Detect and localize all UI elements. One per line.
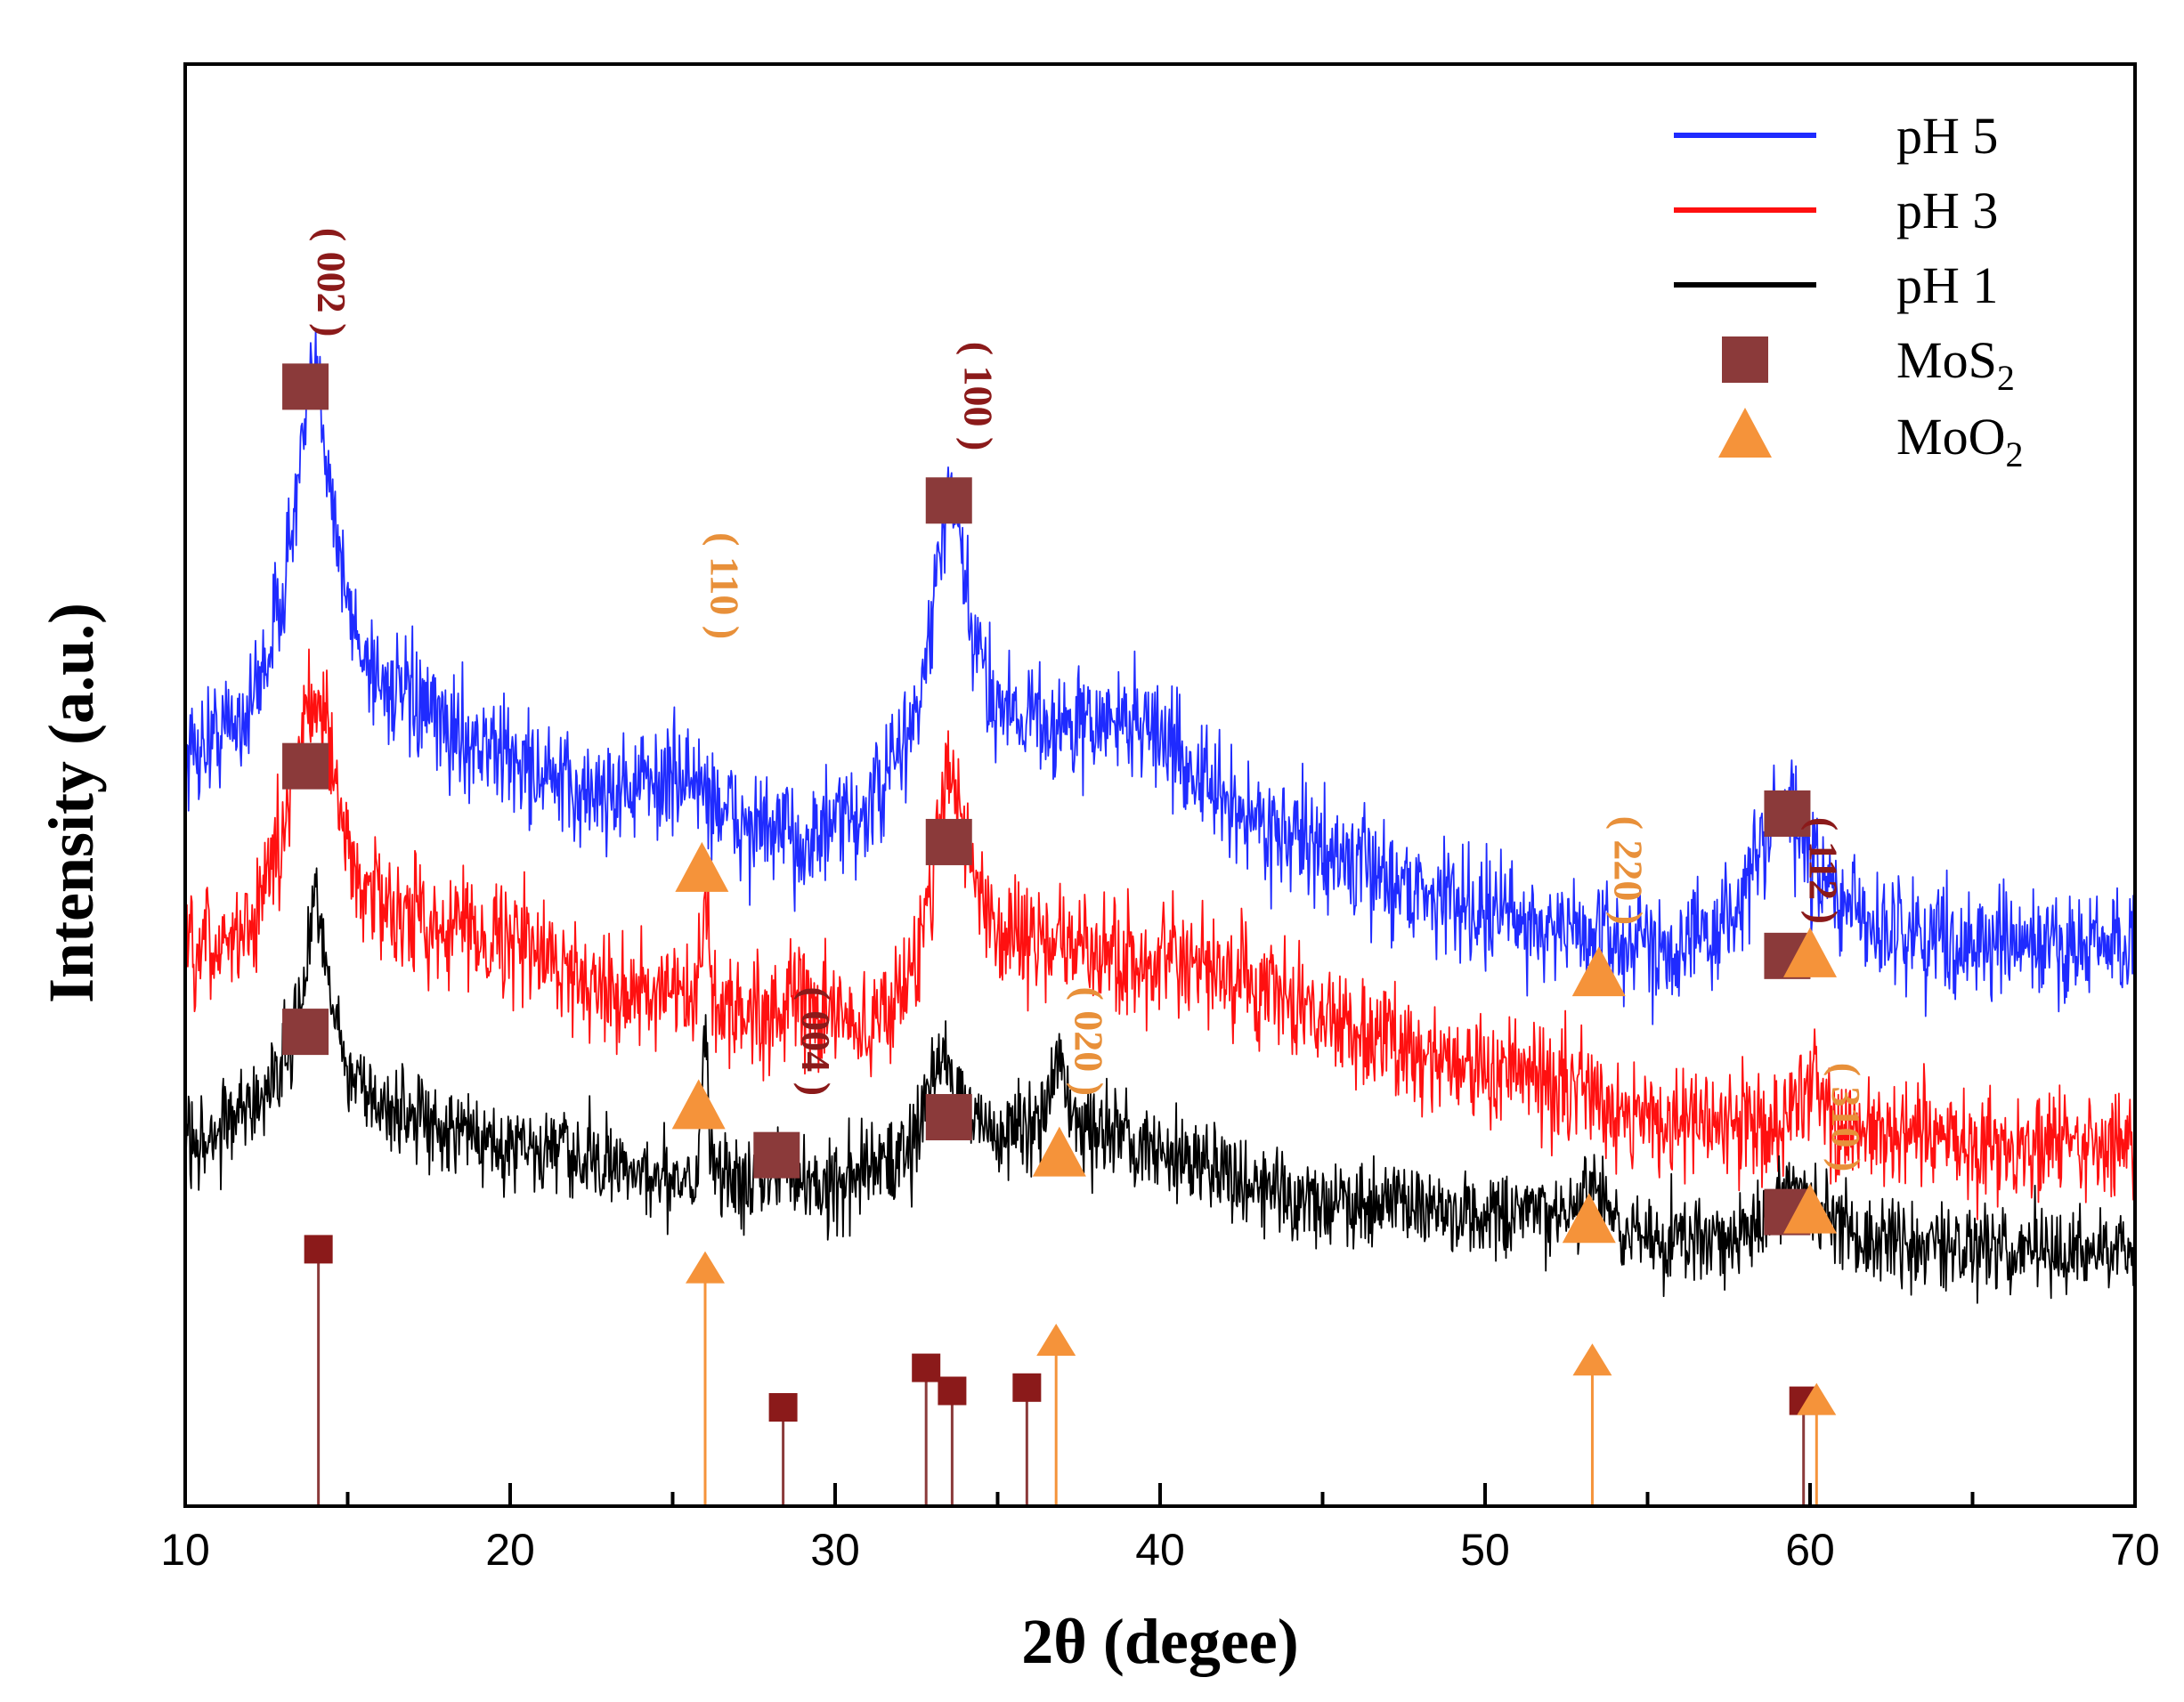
legend-label: MoO2: [1896, 408, 2023, 474]
MoO2-peak-marker: [1032, 1126, 1086, 1177]
MoO2-peak-marker: [675, 841, 729, 892]
MoS2-peak-marker: [282, 742, 329, 790]
x-tick-label: 30: [810, 1525, 860, 1575]
series-ph3: [184, 648, 2136, 1220]
hkl-label: ( 020 ): [1067, 986, 1112, 1096]
legend-triangle-swatch: [1718, 408, 1772, 458]
MoO2-peak-marker: [1571, 946, 1626, 997]
MoS2-peak-marker: [753, 1131, 800, 1179]
MoO2-reference-marker: [1036, 1324, 1076, 1356]
MoO2-peak-marker: [1783, 1183, 1837, 1234]
hkl-annotations: ( 002 ) ( 100 ) ( 004 ) ( 112 ) ( 110 ) ( 020…: [309, 228, 1869, 1172]
MoO2-reference-marker: [1572, 1343, 1612, 1376]
x-tick-label: 50: [1460, 1525, 1510, 1575]
reference-pattern: [304, 1235, 1837, 1506]
peak-markers: [282, 363, 1837, 1244]
x-axis: 10 20 30 40 50 60 70: [160, 1483, 2160, 1575]
MoS2-peak-marker: [925, 477, 972, 524]
MoO2-reference-marker: [1797, 1382, 1837, 1415]
x-axis-title: 2θ (degee): [1021, 1606, 1298, 1677]
plot-frame: [183, 62, 2137, 1508]
series-ph5: [184, 328, 2136, 1025]
x-tick-label: 20: [485, 1525, 535, 1575]
MoS2-peak-marker: [282, 363, 329, 410]
hkl-label: ( 220 ): [1605, 816, 1651, 926]
MoO2-peak-marker: [1783, 927, 1837, 977]
legend-label: pH 1: [1896, 256, 1998, 314]
y-axis-title: Intensity (a.u.): [36, 603, 107, 1003]
x-tick-label: 60: [1785, 1525, 1835, 1575]
hkl-label: ( 310 ): [1823, 1063, 1869, 1172]
MoS2-reference-marker: [938, 1376, 967, 1406]
x-tick-label: 10: [160, 1525, 210, 1575]
legend-label: pH 5: [1896, 107, 1998, 165]
MoO2-peak-marker: [671, 1079, 726, 1130]
hkl-label: ( 002 ): [309, 228, 354, 337]
MoS2-reference-marker: [912, 1353, 941, 1382]
MoS2-peak-marker: [282, 1009, 329, 1056]
MoS2-reference-marker: [304, 1235, 333, 1264]
MoO2-peak-marker: [1562, 1193, 1616, 1244]
MoS2-reference-marker: [768, 1393, 798, 1422]
legend-label: MoS2: [1896, 331, 2015, 398]
MoO2-reference-marker: [686, 1251, 725, 1284]
legend: pH 5 pH 3 pH 1 MoS2 MoO2: [1674, 107, 2023, 474]
x-tick-label: 40: [1135, 1525, 1185, 1575]
hkl-label: ( 100 ): [955, 342, 1001, 451]
MoS2-peak-marker: [925, 1094, 972, 1141]
MoS2-peak-marker: [1764, 790, 1811, 837]
hkl-label: ( 112 ): [1800, 817, 1846, 924]
hkl-label: ( 004 ): [793, 986, 839, 1096]
MoS2-reference-marker: [1012, 1373, 1042, 1402]
x-tick-label: 70: [2110, 1525, 2160, 1575]
hkl-label: ( 110 ): [702, 532, 748, 639]
legend-label: pH 3: [1896, 182, 1998, 239]
MoS2-peak-marker: [925, 818, 972, 865]
legend-square-swatch: [1722, 336, 1768, 383]
